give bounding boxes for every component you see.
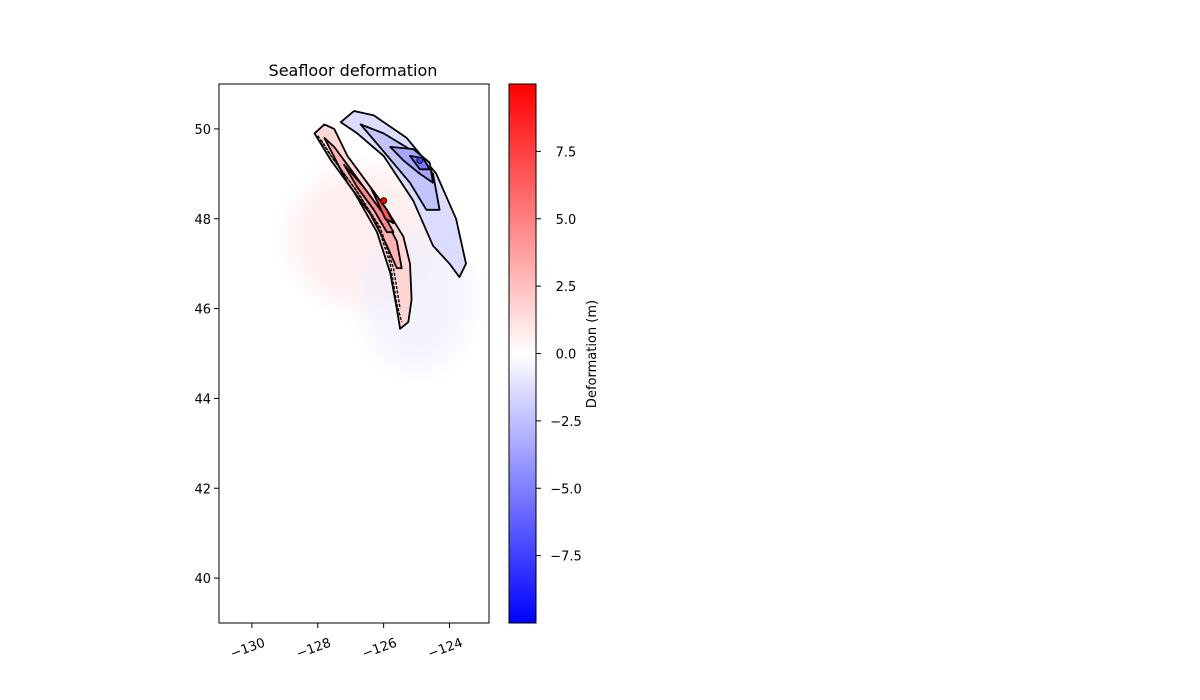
subsidence-contour — [339, 110, 467, 278]
plot-area — [219, 84, 489, 623]
uplift-peak — [380, 197, 388, 205]
x-tick-label: −130 — [229, 636, 268, 662]
colorbar-tick-label: −7.5 — [550, 550, 582, 565]
colorbar: −7.5 −5.0 −2.5 0.0 2.5 5.0 7.5 Deformation (m) — [508, 83, 600, 624]
colorbar-tick-label: −2.5 — [550, 415, 582, 430]
colorbar-label: Deformation (m) — [585, 300, 600, 408]
colorbar-tick-label: 5.0 — [556, 213, 577, 228]
subsidence-contour — [359, 123, 441, 211]
y-tick-label: 48 — [194, 213, 211, 228]
axes-frame — [218, 83, 490, 624]
colorbar-tick-label: −5.0 — [550, 482, 582, 497]
colorbar-gradient — [508, 83, 537, 624]
deformation-contours — [313, 110, 467, 330]
colorbar-tick-label: 7.5 — [556, 145, 577, 160]
x-tick-label: −128 — [294, 636, 333, 662]
subsidence-contour — [389, 146, 434, 184]
x-tick-label: −124 — [426, 636, 465, 662]
uplift-contour — [369, 186, 395, 225]
x-tick-label: −126 — [360, 636, 399, 662]
x-axis: −130 −128 −126 −124 — [229, 623, 465, 662]
uplift-edge-contour — [320, 139, 401, 309]
y-tick-label: 46 — [194, 303, 211, 318]
chart-title: Seafloor deformation — [269, 61, 438, 80]
colorbar-tick-label: 0.0 — [556, 348, 577, 363]
colorbar-ticks: −7.5 −5.0 −2.5 0.0 2.5 5.0 7.5 — [536, 145, 582, 565]
colorbar-tick-label: 2.5 — [556, 280, 577, 295]
y-tick-label: 40 — [194, 572, 211, 587]
y-tick-label: 42 — [194, 482, 211, 497]
y-axis: 40 42 44 46 48 50 — [194, 123, 219, 587]
y-tick-label: 50 — [194, 123, 211, 138]
y-tick-label: 44 — [194, 392, 211, 407]
subsidence-peak — [416, 156, 424, 164]
uplift-contour — [343, 163, 395, 234]
